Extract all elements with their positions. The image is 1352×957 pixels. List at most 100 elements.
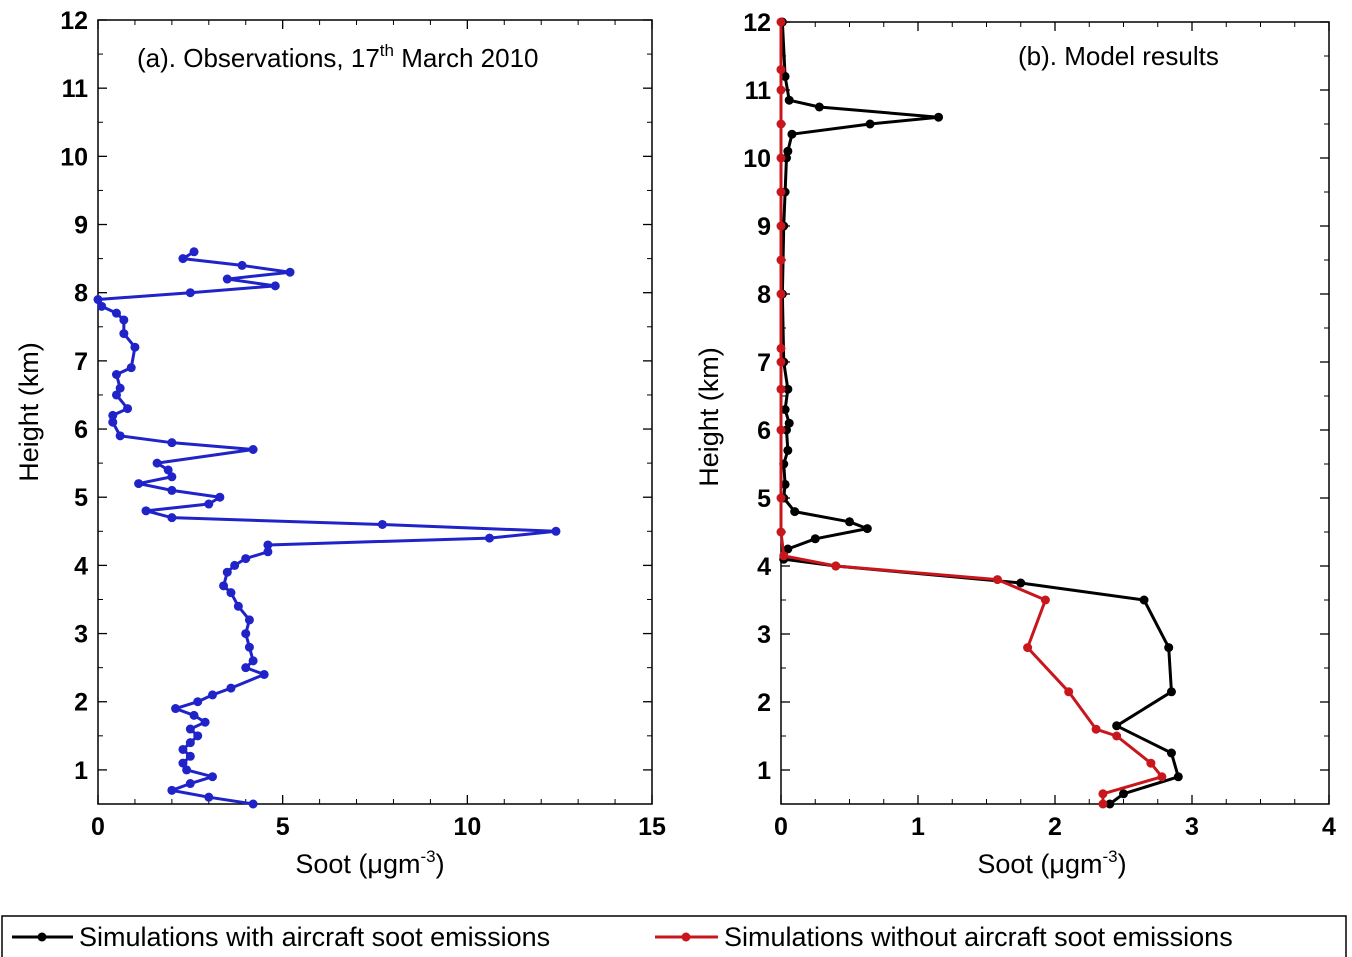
panel-a-series <box>93 247 561 809</box>
data-point <box>108 410 118 420</box>
data-point <box>831 561 841 571</box>
data-point <box>814 102 824 112</box>
y-tick-label: 9 <box>757 213 771 241</box>
data-point <box>780 405 790 415</box>
y-tick-label: 4 <box>757 553 771 581</box>
y-tick-label: 10 <box>60 143 88 171</box>
y-tick-label: 6 <box>74 416 88 444</box>
data-point <box>200 717 210 727</box>
y-tick-label: 12 <box>743 9 771 37</box>
data-point <box>241 629 251 639</box>
data-point <box>1166 687 1176 697</box>
data-point <box>783 445 793 455</box>
y-tick-label: 9 <box>74 212 88 240</box>
data-point <box>189 247 199 257</box>
legend-marker-with-emissions <box>37 932 47 942</box>
data-point <box>237 260 247 270</box>
x-tick-label: 2 <box>1048 813 1062 841</box>
legend-entry-with-emissions: Simulations with aircraft soot emissions <box>12 922 550 952</box>
panel-a-ticks <box>97 19 653 805</box>
data-point <box>167 438 177 448</box>
data-point <box>97 301 107 311</box>
data-point <box>248 444 258 454</box>
data-point <box>776 221 786 231</box>
data-point <box>185 724 195 734</box>
y-tick-label: 11 <box>62 75 89 103</box>
data-point <box>776 289 786 299</box>
x-tick-label: 1 <box>911 813 925 841</box>
x-tick-label: 4 <box>1322 813 1336 841</box>
data-point <box>263 547 273 557</box>
legend: Simulations with aircraft soot emissions… <box>1 915 1347 957</box>
data-point <box>126 363 136 373</box>
data-point <box>776 17 786 27</box>
data-point <box>784 95 794 105</box>
data-point <box>783 146 793 156</box>
data-point <box>248 656 258 666</box>
data-point <box>285 267 295 277</box>
data-point <box>185 288 195 298</box>
data-point <box>207 772 217 782</box>
data-point <box>185 751 195 761</box>
panel-a-x-tick-labels: 0 5 10 15 <box>91 813 666 841</box>
x-tick-label: 15 <box>638 813 666 841</box>
data-point <box>108 417 118 427</box>
data-point <box>244 615 254 625</box>
data-point <box>111 370 121 380</box>
data-point <box>776 493 786 503</box>
data-point <box>776 153 786 163</box>
legend-entry-without-emissions: Simulations without aircraft soot emissi… <box>655 922 1233 952</box>
data-point <box>1091 724 1101 734</box>
data-point <box>1157 772 1167 782</box>
panel-a-x-axis-label: Soot (μgm-3) <box>295 847 444 879</box>
legend-marker-without-emissions <box>681 932 691 942</box>
panel-a-plot-frame <box>97 19 653 805</box>
data-point <box>185 738 195 748</box>
data-point <box>111 390 121 400</box>
data-point <box>790 507 800 517</box>
data-point <box>230 560 240 570</box>
y-tick-label: 7 <box>74 348 88 376</box>
y-tick-label: 5 <box>74 484 88 512</box>
data-point <box>992 575 1002 585</box>
data-point <box>1105 799 1115 809</box>
data-point <box>215 492 225 502</box>
y-tick-label: 6 <box>757 417 771 445</box>
y-tick-label: 3 <box>757 621 771 649</box>
data-point <box>1064 687 1074 697</box>
data-point <box>776 425 786 435</box>
data-point <box>226 683 236 693</box>
data-point <box>776 357 786 367</box>
y-tick-label: 11 <box>745 77 772 105</box>
x-tick-label: 0 <box>91 813 105 841</box>
data-point <box>93 295 103 305</box>
data-point <box>204 499 214 509</box>
data-point <box>244 642 254 652</box>
data-point <box>1146 758 1156 768</box>
data-point <box>222 567 232 577</box>
data-point <box>222 274 232 284</box>
data-point <box>178 744 188 754</box>
data-point <box>152 458 162 468</box>
data-point <box>1040 595 1050 605</box>
data-point <box>204 792 214 802</box>
panel-b-x-tick-labels: 0 1 2 3 4 <box>774 813 1336 841</box>
data-point <box>551 526 561 536</box>
data-point <box>226 588 236 598</box>
data-point <box>141 506 151 516</box>
data-point <box>207 690 217 700</box>
x-tick-label: 3 <box>1185 813 1199 841</box>
data-point <box>784 418 794 428</box>
data-point <box>134 479 144 489</box>
data-point <box>776 384 786 394</box>
panel-b-series <box>776 17 1183 809</box>
x-tick-label: 10 <box>453 813 481 841</box>
data-point <box>119 315 129 325</box>
data-point <box>193 697 203 707</box>
data-point <box>219 581 229 591</box>
